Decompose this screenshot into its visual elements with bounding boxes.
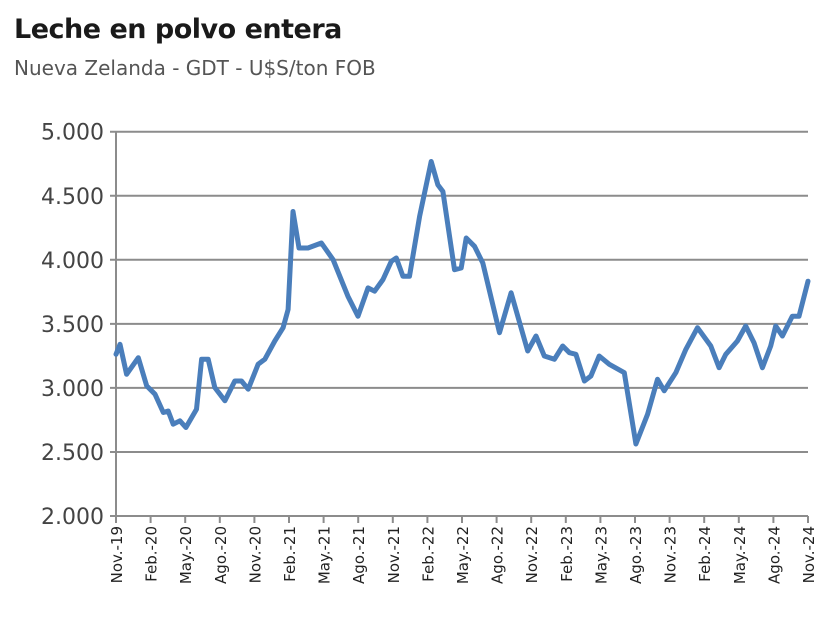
y-tick-label: 3.000 [41,377,104,402]
x-tick-label: Nov.-22 [523,526,541,583]
y-tick-label: 4.500 [41,185,104,210]
y-tick-label: 2.500 [41,441,104,466]
x-tick-label: Feb.-20 [143,526,161,582]
x-tick-label: May.-24 [731,526,749,584]
x-tick-label: Ago.-24 [765,526,783,584]
x-tick-label: Nov.-24 [800,526,818,583]
x-tick-label: Nov.-20 [246,526,264,583]
x-tick-label: Feb.-24 [696,526,714,582]
x-tick-label: Ago.-22 [489,526,507,584]
x-tick-label: Feb.-22 [419,526,437,582]
x-tick-label: Feb.-23 [558,526,576,582]
x-tick-label: Ago.-20 [212,526,230,584]
y-tick-label: 3.500 [41,313,104,338]
x-tick-label: Feb.-21 [281,526,299,582]
y-tick-label: 2.000 [41,505,104,530]
y-tick-label: 5.000 [41,121,104,146]
chart-title: Leche en polvo entera [14,14,342,45]
x-tick-label: May.-22 [454,526,472,584]
x-tick-label: May.-21 [316,526,334,584]
chart-subtitle: Nueva Zelanda - GDT - U$S/ton FOB [14,56,376,80]
x-tick-label: May.-20 [177,526,195,584]
y-tick-label: 4.000 [41,249,104,274]
x-tick-label: May.-23 [592,526,610,584]
x-tick-label: Nov.-19 [108,526,126,583]
x-tick-label: Ago.-21 [350,526,368,584]
x-tick-label: Ago.-23 [627,526,645,584]
series-line [113,159,811,447]
x-tick-label: Nov.-21 [385,526,403,583]
x-tick-label: Nov.-23 [662,526,680,583]
